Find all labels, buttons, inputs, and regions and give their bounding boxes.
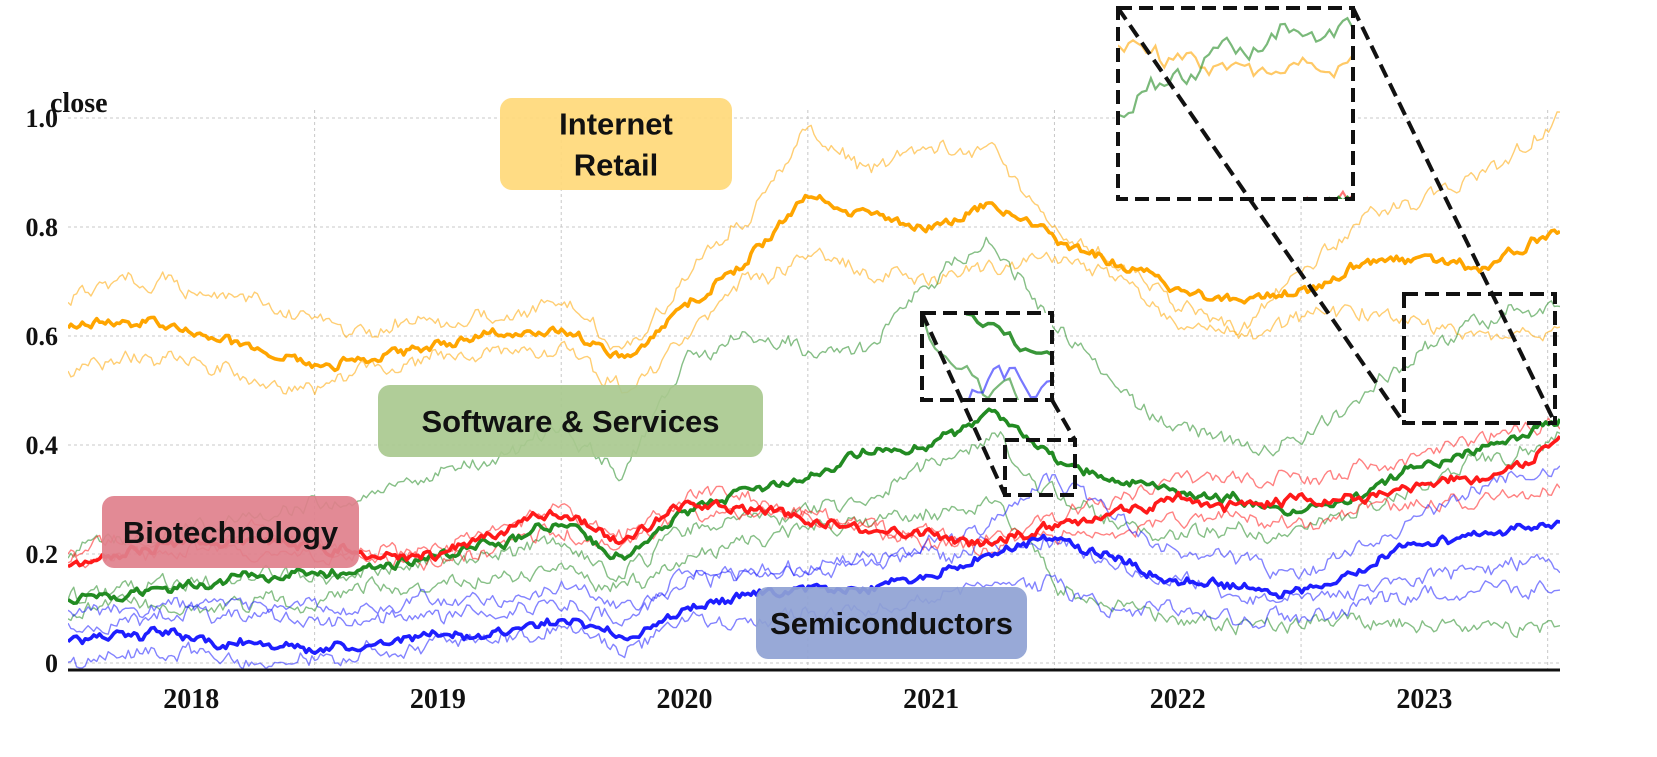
legend-box: [102, 496, 359, 568]
series-line: [68, 496, 1560, 639]
series-line: [68, 465, 1560, 635]
x-tick-label: 2023: [1396, 684, 1452, 715]
zoom-inset-frame: [1116, 6, 1355, 201]
y-tick-label: 0: [45, 649, 58, 678]
legend-box: [500, 98, 732, 190]
x-tick-label: 2022: [1150, 684, 1206, 715]
x-tick-label: 2021: [903, 684, 959, 715]
inset-series-line: [0, 219, 1361, 412]
y-tick-label: 0.2: [26, 540, 59, 569]
zoom-connector-line: [1050, 399, 1077, 441]
y-axis-label: close: [50, 88, 108, 119]
legend-item: Software & Services: [378, 385, 763, 457]
y-tick-label: 0.4: [26, 431, 59, 460]
y-tick-label: 1.0: [26, 104, 59, 133]
legend: Internet Retail Software & Services Biotech…: [102, 98, 1027, 659]
zoom-inset-2021: [0, 0, 1657, 513]
x-tick-label: 2020: [657, 684, 713, 715]
legend-item: Internet Retail: [500, 98, 732, 190]
y-tick-label: 0.6: [26, 322, 59, 351]
legend-box: [378, 385, 763, 457]
legend-label: Software & Services: [421, 404, 719, 439]
legend-item: Semiconductors: [756, 587, 1027, 659]
x-tick-label: 2018: [163, 684, 219, 715]
legend-label: Retail: [574, 148, 658, 183]
zoom-inset-2023: [0, 6, 1557, 425]
zoom-insets: [0, 0, 1657, 513]
legend-label: Internet: [559, 107, 673, 142]
zoom-source-box: [1402, 292, 1557, 425]
zoom-connector-line: [1351, 7, 1557, 424]
legend-label: Semiconductors: [770, 606, 1013, 641]
zoom-source-box: [1003, 438, 1077, 497]
series-line: [68, 407, 1560, 605]
inset-series-line: [0, 0, 1657, 203]
ticks: 0 0.2 0.4 0.6 0.8 1.0 2018 2019 2020 2021 2022 2023: [26, 104, 1453, 715]
zoom-connector-line: [920, 312, 1007, 496]
zoom-inset-frame: [920, 311, 1054, 402]
series-line: [68, 111, 1560, 351]
series-line: [68, 519, 1560, 655]
inset-series-line: [0, 0, 1657, 170]
series-line: [68, 247, 1560, 396]
zoom-connector-line: [1116, 6, 1406, 425]
inset-background: [1118, 8, 1353, 199]
x-tick-label: 2019: [410, 684, 466, 715]
y-tick-label: 0.8: [26, 213, 59, 242]
legend-box: [756, 587, 1027, 659]
legend-item: Biotechnology: [102, 496, 359, 568]
legend-label: Biotechnology: [123, 515, 339, 550]
inset-series-line: [967, 364, 1052, 400]
series-line: [68, 193, 1560, 373]
series-line: [68, 535, 1560, 619]
inset-series-line: [0, 307, 1657, 513]
